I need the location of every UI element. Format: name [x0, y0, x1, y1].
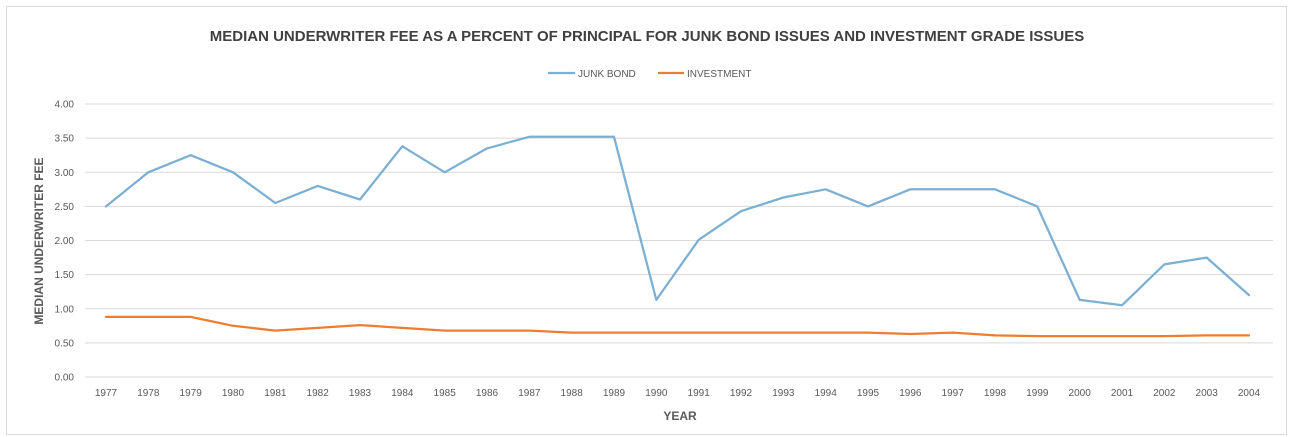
- legend-label-investment: INVESTMENT: [687, 69, 751, 80]
- x-tick-label: 1998: [984, 388, 1007, 399]
- gridlines: [85, 103, 1273, 378]
- chart-frame: [6, 6, 1287, 435]
- x-tick-label: 1993: [772, 388, 795, 399]
- series-line-junk-bond: [104, 135, 1251, 307]
- x-tick-label: 1982: [307, 388, 330, 399]
- x-tick-label: 1981: [264, 388, 287, 399]
- x-tick-label: 1980: [222, 388, 245, 399]
- y-tick-label: 3.00: [55, 168, 75, 179]
- x-tick-label: 1990: [645, 388, 668, 399]
- y-tick-label: 2.50: [55, 202, 75, 213]
- x-tick-label: 1992: [730, 388, 753, 399]
- chart-title: MEDIAN UNDERWRITER FEE AS A PERCENT OF P…: [210, 28, 1085, 45]
- x-tick-label: 1995: [857, 388, 880, 399]
- x-tick-label: 1989: [603, 388, 626, 399]
- x-tick-label: 1987: [518, 388, 541, 399]
- x-tick-label: 2002: [1153, 388, 1176, 399]
- x-tick-label: 1996: [899, 388, 922, 399]
- x-axis-title: YEAR: [663, 409, 697, 423]
- x-tick-label: 1997: [942, 388, 965, 399]
- series-layer: [104, 135, 1251, 338]
- series-line-investment: [104, 315, 1251, 338]
- x-tick-label: 2000: [1069, 388, 1092, 399]
- x-tick-label: 1991: [688, 388, 711, 399]
- y-tick-label: 3.50: [55, 134, 75, 145]
- x-tick-label: 2003: [1196, 388, 1219, 399]
- y-tick-label: 0.00: [55, 373, 75, 384]
- x-tick-label: 1988: [561, 388, 584, 399]
- x-tick-label: 2004: [1238, 388, 1261, 399]
- x-tick-label: 1978: [137, 388, 160, 399]
- y-tick-label: 2.00: [55, 236, 75, 247]
- x-tick-label: 1983: [349, 388, 372, 399]
- y-tick-label: 1.50: [55, 270, 75, 281]
- x-tick-label: 1999: [1026, 388, 1049, 399]
- y-tick-label: 4.00: [55, 100, 75, 111]
- x-tick-label: 1984: [391, 388, 414, 399]
- y-axis-title: MEDIAN UNDERWRITER FEE: [32, 157, 46, 324]
- x-axis-ticks: 1977 1978 1979 1980 1981 1982 1983 1984 1985 1986…: [95, 388, 1261, 399]
- y-tick-label: 0.50: [55, 338, 75, 349]
- y-axis-ticks: 0.00 0.50 1.00 1.50 2.00 2.50 3.00 3.50 4.00: [55, 100, 75, 384]
- x-tick-label: 2001: [1111, 388, 1134, 399]
- x-tick-label: 1994: [815, 388, 838, 399]
- x-tick-label: 1985: [434, 388, 457, 399]
- x-tick-label: 1977: [95, 388, 118, 399]
- x-tick-label: 1986: [476, 388, 499, 399]
- legend-label-junk-bond: JUNK BOND: [578, 69, 636, 80]
- y-tick-label: 1.00: [55, 304, 75, 315]
- legend: JUNK BOND INVESTMENT: [548, 69, 751, 80]
- x-tick-label: 1979: [180, 388, 203, 399]
